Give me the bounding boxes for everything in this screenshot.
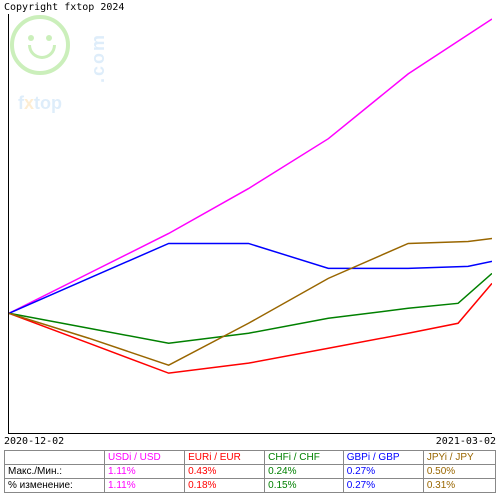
table-row: USDi / USD EURi / EUR CHFi / CHF GBPi / … [5, 451, 496, 465]
cell-maxmin: 0.50% [423, 465, 495, 479]
x-axis-end: 2021-03-02 [436, 436, 496, 447]
legend-table: USDi / USD EURi / EUR CHFi / CHF GBPi / … [4, 450, 496, 493]
line-chart [8, 14, 492, 434]
row-label-maxmin: Макс./Мин.: [5, 465, 105, 479]
x-axis-start: 2020-12-02 [4, 436, 64, 447]
cell-change: 0.18% [185, 479, 265, 493]
col-header: GBPi / GBP [343, 451, 423, 465]
col-header: CHFi / CHF [265, 451, 344, 465]
cell-change: 0.31% [423, 479, 495, 493]
table-row: Макс./Мин.: 1.11% 0.43% 0.24% 0.27% 0.50… [5, 465, 496, 479]
header-blank [5, 451, 105, 465]
cell-change: 1.11% [105, 479, 185, 493]
cell-change: 0.15% [265, 479, 344, 493]
copyright-text: Copyright fxtop 2024 [4, 2, 124, 13]
col-header: USDi / USD [105, 451, 185, 465]
cell-maxmin: 0.43% [185, 465, 265, 479]
table-row: % изменение: 1.11% 0.18% 0.15% 0.27% 0.3… [5, 479, 496, 493]
chart-canvas [9, 14, 492, 433]
cell-maxmin: 0.24% [265, 465, 344, 479]
col-header: EURi / EUR [185, 451, 265, 465]
col-header: JPYi / JPY [423, 451, 495, 465]
cell-maxmin: 1.11% [105, 465, 185, 479]
cell-change: 0.27% [343, 479, 423, 493]
cell-maxmin: 0.27% [343, 465, 423, 479]
row-label-change: % изменение: [5, 479, 105, 493]
